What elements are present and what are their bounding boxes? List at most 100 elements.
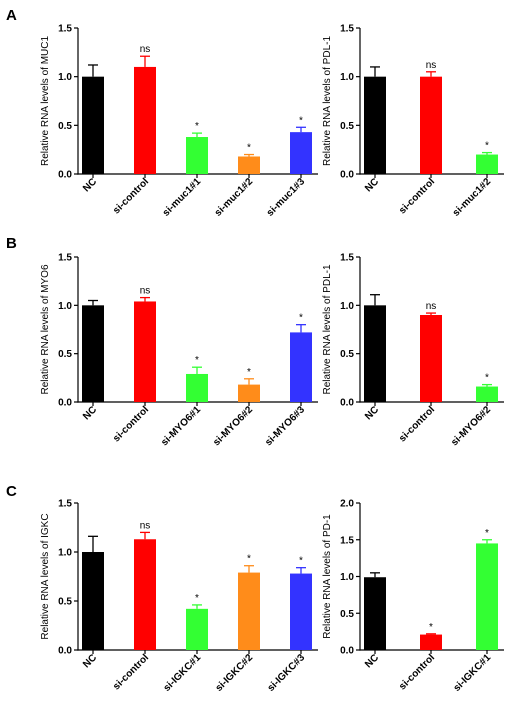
chart-4: 0.0 0.5 1.0 1.5 Relative RNA levels of PDL-1… [322,253,504,448]
category-label: si-MYO6#1 [159,404,203,448]
chart-1: 0.0 0.5 1.0 1.5 Relative RNA levels of MUC1 N… [40,24,318,219]
y-tick-label: 0.0 [340,170,354,181]
significance-label: * [429,622,433,633]
panel-label-c: C [6,483,17,500]
category-label: si-muc1#3 [265,176,308,219]
category-label: si-control [111,404,151,444]
bar [238,156,260,174]
bar [364,577,386,650]
category-label: si-MYO6#2 [211,404,255,448]
y-tick-label: 1.5 [340,253,354,264]
category-label: si-muc1#2 [213,176,256,219]
y-tick-label: 0.5 [340,349,354,360]
y-tick-label: 1.5 [340,535,354,546]
significance-label: ns [140,520,151,531]
category-label: si-control [397,652,437,692]
y-tick-label: 0.5 [58,121,72,132]
bar [364,76,386,174]
y-tick-label: 1.5 [58,499,72,510]
y-axis-label: Relative RNA levels of PDL-1 [322,36,333,166]
bar [476,386,498,402]
y-tick-label: 0.0 [58,398,72,409]
y-tick-label: 0.5 [340,609,354,620]
y-tick-label: 0.0 [340,646,354,657]
bar [82,552,104,650]
significance-label: * [299,115,303,126]
bar [364,305,386,402]
y-tick-label: 1.0 [58,548,72,559]
bar [476,154,498,174]
bar [134,539,156,650]
category-label: NC [81,652,99,670]
category-label: si-control [397,404,437,444]
category-label: NC [363,176,381,194]
y-axis-label: Relative RNA levels of PD-1 [322,514,333,639]
y-tick-label: 1.0 [340,301,354,312]
significance-label: * [247,367,251,378]
category-label: si-muc1#2 [451,176,494,219]
bar [134,301,156,402]
bar [186,608,208,650]
y-tick-label: 0.5 [340,121,354,132]
category-label: si-control [397,176,437,216]
panel-label-b: B [6,235,17,252]
chart-6: 0.0 0.5 1.0 1.5 2.0 Relative RNA levels of PD… [322,499,504,694]
significance-label: * [195,121,199,132]
chart-5: 0.0 0.5 1.0 1.5 Relative RNA levels of IGKC N… [40,499,318,694]
y-tick-label: 2.0 [340,499,354,510]
category-label: NC [81,404,99,422]
bar [420,634,442,650]
category-label: si-control [111,652,151,692]
category-label: si-IGKC#1 [452,652,494,694]
chart-3: 0.0 0.5 1.0 1.5 Relative RNA levels of MYO6 N… [40,253,318,448]
significance-label: * [299,313,303,324]
bar [420,76,442,174]
bar [82,76,104,174]
significance-label: ns [140,286,151,297]
category-label: si-MYO6#3 [263,404,307,448]
bar [186,373,208,402]
bar [290,132,312,174]
significance-label: * [299,556,303,567]
significance-label: * [485,141,489,152]
category-label: si-control [111,176,151,216]
significance-label: ns [426,301,437,312]
significance-label: ns [426,60,437,71]
significance-label: * [195,593,199,604]
y-axis-label: Relative RNA levels of MUC1 [40,36,51,166]
bar [238,572,260,650]
category-label: NC [363,652,381,670]
category-label: NC [81,176,99,194]
bar [476,543,498,650]
category-label: si-muc1#1 [161,176,204,219]
bar [420,315,442,402]
y-tick-label: 1.0 [58,301,72,312]
y-axis-label: Relative RNA levels of PDL-1 [322,264,333,394]
category-label: si-MYO6#2 [449,404,493,448]
significance-label: * [485,528,489,539]
significance-label: * [247,143,251,154]
category-label: NC [363,404,381,422]
y-tick-label: 0.0 [340,398,354,409]
bar [290,573,312,650]
y-tick-label: 1.0 [340,72,354,83]
y-tick-label: 1.5 [58,24,72,35]
significance-label: * [247,554,251,565]
y-tick-label: 1.5 [58,253,72,264]
bar [186,137,208,174]
y-tick-label: 0.0 [58,170,72,181]
y-tick-label: 1.5 [340,24,354,35]
bar [238,384,260,402]
y-axis-label: Relative RNA levels of IGKC [40,513,51,639]
category-label: si-IGKC#2 [214,652,256,694]
bar [290,332,312,402]
y-axis-label: Relative RNA levels of MYO6 [40,264,51,394]
bar [134,66,156,174]
charts-group: 0.0 0.5 1.0 1.5 Relative RNA levels of MUC1 N… [40,24,504,694]
y-tick-label: 0.5 [58,597,72,608]
significance-label: ns [140,44,151,55]
significance-label: * [485,373,489,384]
category-label: si-IGKC#1 [162,652,204,694]
chart-2: 0.0 0.5 1.0 1.5 Relative RNA levels of PDL-1… [322,24,504,219]
